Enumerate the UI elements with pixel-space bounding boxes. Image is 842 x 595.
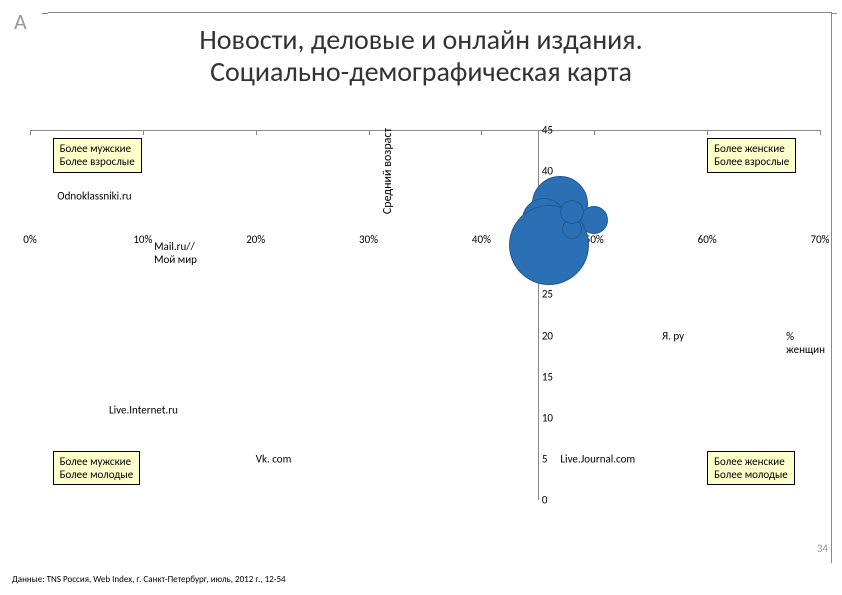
point-label: Odnoklassniki.ru xyxy=(57,189,131,202)
x-tick xyxy=(707,130,708,135)
quadrant-bottom-left: Более мужские Более молодые xyxy=(53,451,141,485)
page-title: Новости, деловые и онлайн издания. Социа… xyxy=(0,24,842,88)
x-tick xyxy=(256,130,257,135)
x-axis xyxy=(30,130,820,131)
quadrant-top-left: Более мужские Более взрослые xyxy=(53,138,142,172)
y-tick-label: 0 xyxy=(542,494,548,507)
x-tick xyxy=(143,130,144,135)
x-tick xyxy=(30,130,31,135)
y-tick-label: 10 xyxy=(542,411,553,424)
x-tick xyxy=(369,130,370,135)
quadrant-bottom-right: Более женские Более молодые xyxy=(707,451,795,485)
x-tick-label: 60% xyxy=(698,233,717,246)
page-number: 34 xyxy=(817,542,828,555)
x-tick-label: 30% xyxy=(359,233,378,246)
point-label: Live.Internet.ru xyxy=(109,403,178,416)
y-tick-label: 20 xyxy=(542,329,553,342)
y-tick-label: 25 xyxy=(542,288,553,301)
title-line-2: Социально-демографическая карта xyxy=(210,54,632,89)
bubble xyxy=(560,200,584,224)
title-line-1: Новости, деловые и онлайн издания. xyxy=(199,22,642,57)
source-text: Данные: TNS Россия, Web Index, г. Санкт-… xyxy=(12,574,286,585)
point-label: Vk. com xyxy=(256,452,292,465)
point-label: Я. ру xyxy=(662,329,684,342)
x-axis-title: % женщин xyxy=(786,330,825,356)
y-tick-label: 15 xyxy=(542,370,553,383)
point-label: Live.Journal.com xyxy=(560,452,635,465)
x-tick-label: 20% xyxy=(246,233,265,246)
y-tick-label: 40 xyxy=(542,165,553,178)
y-axis-title: Средний возраст xyxy=(381,128,395,214)
x-tick-label: 70% xyxy=(810,233,829,246)
bubble-chart: 0%10%20%30%40%50%60%70%05101520253035404… xyxy=(30,130,820,500)
x-tick-label: 0% xyxy=(23,233,36,246)
x-tick xyxy=(594,130,595,135)
y-tick-label: 5 xyxy=(542,452,548,465)
y-tick-label: 45 xyxy=(542,124,553,137)
x-tick-label: 10% xyxy=(133,233,152,246)
x-tick xyxy=(481,130,482,135)
point-label: Mail.ru// Мой мир xyxy=(154,240,197,266)
x-tick xyxy=(820,130,821,135)
x-tick-label: 40% xyxy=(472,233,491,246)
quadrant-top-right: Более женские Более взрослые xyxy=(707,138,796,172)
